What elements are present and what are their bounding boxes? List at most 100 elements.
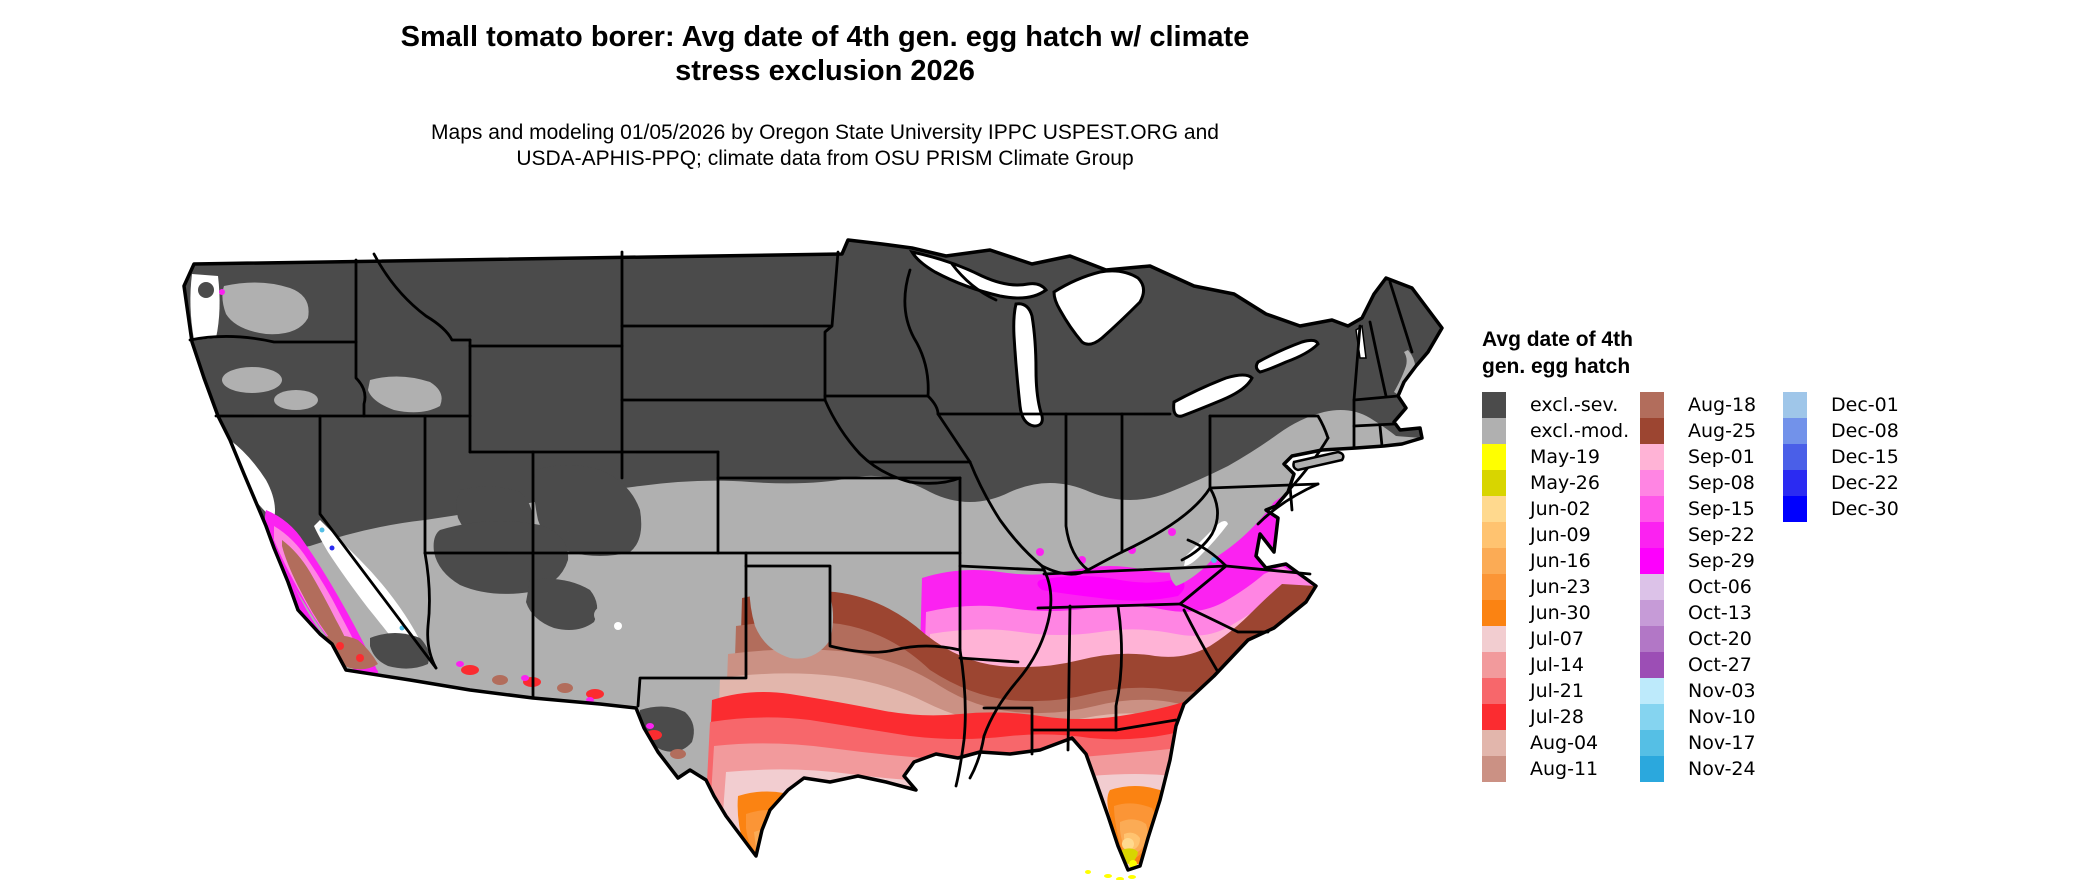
region-jul07-band	[718, 769, 1172, 870]
legend-row-Nov-24: Nov-24	[1640, 756, 1756, 782]
title-line-1: Small tomato borer: Avg date of 4th gen.…	[400, 21, 1250, 53]
region-oregon-patch	[222, 367, 282, 393]
legend-label-Dec-22: Dec-22	[1831, 472, 1899, 494]
legend-swatch-Sep-29	[1640, 548, 1664, 574]
legend-column-3: Dec-01 Dec-08 Dec-15 Dec-22 Dec-30	[1783, 392, 1899, 522]
legend-swatch-Oct-06	[1640, 574, 1664, 600]
lake-superior	[908, 249, 1049, 300]
legend-column-1: excl.-sev. excl.-mod. May-19 May-26 Jun-02 Ju…	[1482, 392, 1629, 782]
legend-swatch-Sep-01	[1640, 444, 1664, 470]
region-maine-coast-gray	[1394, 350, 1416, 396]
legend-swatch-Jul-14	[1482, 652, 1506, 678]
legend-label-Aug-04: Aug-04	[1530, 732, 1599, 754]
subtitle-line-2: USDA-APHIS-PPQ; climate data from OSU PR…	[516, 147, 1134, 170]
legend-row-Dec-30: Dec-30	[1783, 496, 1899, 522]
legend-row-Jul-28: Jul-28	[1482, 704, 1629, 730]
legend-swatch-Jun-30	[1482, 600, 1506, 626]
great-lakes	[908, 249, 1367, 428]
legend-row-Sep-29: Sep-29	[1640, 548, 1756, 574]
page-title: Small tomato borer: Avg date of 4th gen.…	[200, 20, 1450, 88]
legend-row-Jul-21: Jul-21	[1482, 678, 1629, 704]
legend-swatch-Oct-13	[1640, 600, 1664, 626]
lake-ontario	[1254, 338, 1320, 374]
legend-label-Aug-18: Aug-18	[1688, 394, 1757, 416]
region-southwest-mottle	[456, 661, 686, 759]
legend-row-Nov-10: Nov-10	[1640, 704, 1756, 730]
legend-row-Sep-01: Sep-01	[1640, 444, 1756, 470]
us-map	[170, 230, 1445, 881]
lake-erie	[1172, 373, 1254, 418]
legend-swatch-Jul-28	[1482, 704, 1506, 730]
legend-swatch-excl.-mod.	[1482, 418, 1506, 444]
legend-swatch-Jul-21	[1482, 678, 1506, 704]
legend-column-2: Aug-18 Aug-25 Sep-01 Sep-08 Sep-15 Sep-22 Sep-…	[1640, 392, 1756, 782]
legend-row-Jun-30: Jun-30	[1482, 600, 1629, 626]
legend-row-Jun-23: Jun-23	[1482, 574, 1629, 600]
legend-row-Dec-22: Dec-22	[1783, 470, 1899, 496]
region-washington-interior	[222, 282, 309, 335]
region-september-core	[1037, 576, 1185, 601]
legend-label-Aug-25: Aug-25	[1688, 420, 1757, 442]
legend-row-excl.-mod.: excl.-mod.	[1482, 418, 1629, 444]
region-sierra-white	[314, 520, 428, 662]
legend-label-Jul-07: Jul-07	[1530, 628, 1584, 650]
region-colorado-rockies	[534, 465, 642, 556]
region-sierra-blue-speck-2	[329, 545, 335, 551]
legend-swatch-Dec-30	[1783, 496, 1807, 522]
legend-row-Aug-25: Aug-25	[1640, 418, 1756, 444]
region-nm-gray-2	[622, 636, 648, 654]
legend-swatch-Oct-20	[1640, 626, 1664, 652]
legend-label-Dec-08: Dec-08	[1831, 420, 1899, 442]
legend-label-Oct-13: Oct-13	[1688, 602, 1752, 624]
region-socal-mountains	[370, 633, 429, 669]
region-ca-valley-brown	[282, 540, 350, 650]
legend-label-Jun-09: Jun-09	[1530, 524, 1591, 546]
legend-row-Aug-11: Aug-11	[1482, 756, 1629, 782]
region-nm-gray	[594, 604, 626, 626]
legend-swatch-Jun-02	[1482, 496, 1506, 522]
legend-swatch-Nov-17	[1640, 730, 1664, 756]
legend-label-Sep-08: Sep-08	[1688, 472, 1755, 494]
legend-label-Jun-02: Jun-02	[1530, 498, 1591, 520]
legend-swatch-Dec-08	[1783, 418, 1807, 444]
state-borders	[188, 250, 1414, 788]
lake-michigan	[1012, 302, 1044, 428]
legend-swatch-Jun-16	[1482, 548, 1506, 574]
legend-label-Nov-03: Nov-03	[1688, 680, 1756, 702]
legend-row-Oct-13: Oct-13	[1640, 600, 1756, 626]
legend-swatch-Sep-22	[1640, 522, 1664, 548]
legend-row-Nov-17: Nov-17	[1640, 730, 1756, 756]
legend-swatch-Nov-24	[1640, 756, 1664, 782]
legend-row-excl.-sev.: excl.-sev.	[1482, 392, 1629, 418]
legend-swatch-May-26	[1482, 470, 1506, 496]
legend-swatch-Sep-15	[1640, 496, 1664, 522]
long-island	[1292, 450, 1345, 472]
region-mogollon	[526, 578, 598, 630]
legend-label-Sep-15: Sep-15	[1688, 498, 1755, 520]
legend-label-Oct-20: Oct-20	[1688, 628, 1752, 650]
legend-row-Jun-02: Jun-02	[1482, 496, 1629, 522]
legend-row-Aug-04: Aug-04	[1482, 730, 1629, 756]
legend-row-Oct-20: Oct-20	[1640, 626, 1756, 652]
region-nm-white-speck	[614, 622, 622, 630]
legend-row-Dec-01: Dec-01	[1783, 392, 1899, 418]
legend-label-Jul-21: Jul-21	[1530, 680, 1584, 702]
legend-label-Oct-06: Oct-06	[1688, 576, 1752, 598]
legend-swatch-excl.-sev.	[1482, 392, 1506, 418]
legend-swatch-Nov-10	[1640, 704, 1664, 730]
legend-label-May-26: May-26	[1530, 472, 1600, 494]
legend-row-Jul-14: Jul-14	[1482, 652, 1629, 678]
map-fill-layers	[184, 240, 1442, 870]
legend-label-Dec-30: Dec-30	[1831, 498, 1899, 520]
legend-row-Sep-15: Sep-15	[1640, 496, 1756, 522]
legend-row-Oct-27: Oct-27	[1640, 652, 1756, 678]
lake-huron	[1052, 269, 1145, 346]
region-olympic-dark	[198, 282, 214, 298]
legend-swatch-Dec-15	[1783, 444, 1807, 470]
region-puget-magenta-speck	[219, 289, 225, 295]
legend-label-excl.-mod.: excl.-mod.	[1530, 420, 1630, 442]
legend-label-Nov-17: Nov-17	[1688, 732, 1756, 754]
legend-label-Jun-16: Jun-16	[1530, 550, 1591, 572]
region-jun02-florida	[1122, 838, 1134, 850]
